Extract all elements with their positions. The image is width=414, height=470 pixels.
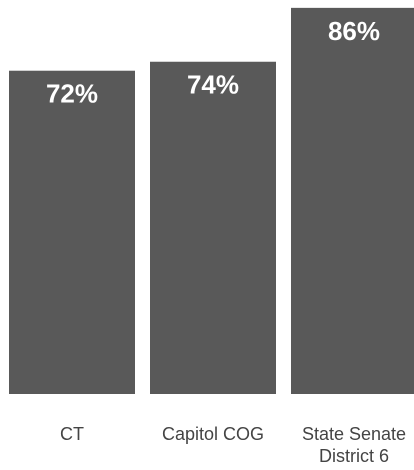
category-label-line: CT bbox=[60, 424, 84, 444]
bar-2 bbox=[150, 61, 276, 395]
bar-1 bbox=[9, 70, 135, 394]
category-label-1: CT bbox=[60, 424, 84, 444]
bar-value-label-3: 86% bbox=[328, 16, 380, 46]
category-labels-group: CT Capitol COG State Senate District 6 bbox=[60, 424, 406, 466]
bar-value-label-1: 72% bbox=[46, 79, 98, 109]
category-label-line: Capitol COG bbox=[162, 424, 264, 444]
category-label-2: Capitol COG bbox=[162, 424, 264, 444]
category-label-3: State Senate District 6 bbox=[302, 424, 406, 466]
bar-3 bbox=[291, 7, 414, 395]
value-labels-group: 72% 74% 86% bbox=[46, 16, 380, 109]
bars-group bbox=[9, 7, 414, 395]
category-label-line: State Senate bbox=[302, 424, 406, 444]
category-label-line: District 6 bbox=[319, 446, 389, 466]
bar-value-label-2: 74% bbox=[187, 70, 239, 100]
